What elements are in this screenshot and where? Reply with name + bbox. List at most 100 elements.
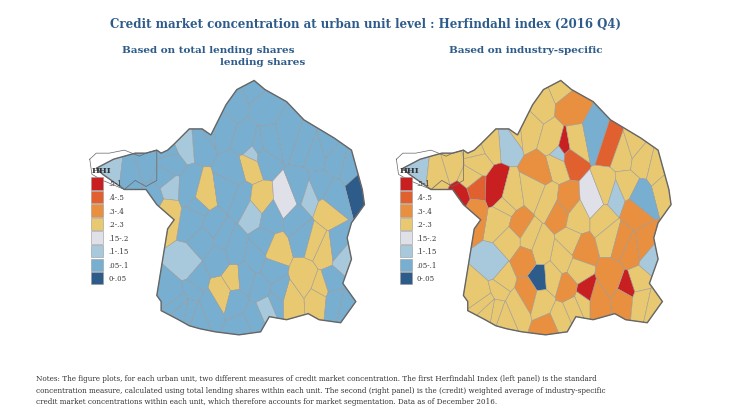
Text: .2-.3: .2-.3 (417, 220, 433, 229)
Text: .15-.2: .15-.2 (108, 234, 128, 242)
Polygon shape (548, 81, 573, 105)
Polygon shape (261, 258, 289, 285)
Text: .5-1: .5-1 (417, 180, 431, 188)
Polygon shape (491, 299, 505, 326)
Text: .1-.15: .1-.15 (108, 247, 128, 256)
Text: .1-.15: .1-.15 (417, 247, 437, 256)
Polygon shape (619, 231, 639, 270)
Polygon shape (464, 264, 491, 309)
Polygon shape (505, 288, 532, 333)
Polygon shape (317, 128, 339, 160)
Polygon shape (155, 144, 179, 160)
Polygon shape (192, 130, 218, 167)
Polygon shape (276, 103, 303, 167)
Polygon shape (259, 200, 283, 234)
Polygon shape (186, 261, 210, 292)
Polygon shape (545, 261, 562, 298)
Polygon shape (174, 130, 194, 166)
Polygon shape (345, 175, 364, 220)
Polygon shape (595, 120, 623, 168)
Polygon shape (230, 117, 257, 157)
Polygon shape (466, 200, 488, 249)
Polygon shape (283, 166, 309, 205)
Polygon shape (259, 124, 284, 164)
Polygon shape (610, 131, 632, 173)
Polygon shape (242, 81, 266, 105)
Polygon shape (518, 150, 552, 185)
Polygon shape (312, 231, 333, 270)
Polygon shape (179, 164, 204, 209)
Polygon shape (531, 290, 556, 321)
Polygon shape (636, 219, 661, 262)
Polygon shape (575, 292, 590, 319)
Polygon shape (340, 148, 358, 187)
Polygon shape (550, 300, 572, 333)
Polygon shape (461, 144, 485, 160)
Polygon shape (272, 170, 297, 219)
Polygon shape (224, 290, 249, 321)
Text: HHI: HHI (91, 166, 111, 175)
Text: Based on industry-specific: Based on industry-specific (449, 46, 602, 55)
Text: .3-.4: .3-.4 (417, 207, 433, 215)
Polygon shape (283, 205, 312, 238)
Text: .4-.5: .4-.5 (417, 193, 433, 202)
Polygon shape (243, 300, 265, 333)
Text: HHI: HHI (400, 166, 420, 175)
Polygon shape (493, 261, 517, 292)
Polygon shape (221, 313, 252, 335)
Polygon shape (545, 155, 570, 185)
Text: Notes: The figure plots, for each urban unit, two different measures of credit m: Notes: The figure plots, for each urban … (36, 374, 606, 405)
Polygon shape (184, 299, 199, 326)
Polygon shape (555, 91, 594, 127)
Polygon shape (481, 130, 501, 166)
Text: 0-.05: 0-.05 (108, 274, 126, 283)
Polygon shape (519, 172, 545, 215)
Polygon shape (134, 151, 158, 185)
Polygon shape (564, 150, 591, 182)
Polygon shape (309, 171, 333, 202)
Polygon shape (150, 166, 176, 189)
Polygon shape (619, 200, 656, 231)
Polygon shape (485, 164, 510, 209)
Polygon shape (202, 206, 228, 239)
Polygon shape (457, 166, 483, 189)
Polygon shape (225, 224, 248, 265)
Polygon shape (590, 205, 619, 238)
Polygon shape (440, 151, 464, 185)
Polygon shape (270, 274, 290, 301)
Polygon shape (214, 216, 236, 251)
Polygon shape (304, 131, 326, 173)
Polygon shape (557, 180, 580, 214)
Polygon shape (583, 103, 610, 167)
Polygon shape (528, 265, 546, 291)
Polygon shape (623, 128, 646, 160)
Polygon shape (566, 200, 590, 234)
Polygon shape (157, 264, 184, 309)
Polygon shape (248, 91, 288, 127)
Polygon shape (301, 180, 318, 218)
Polygon shape (618, 270, 635, 297)
Polygon shape (488, 280, 510, 301)
Polygon shape (238, 201, 262, 235)
Polygon shape (502, 167, 524, 211)
Polygon shape (304, 289, 326, 321)
Polygon shape (545, 201, 569, 235)
Polygon shape (181, 280, 204, 301)
Polygon shape (520, 112, 544, 156)
Polygon shape (515, 276, 537, 315)
Polygon shape (283, 279, 305, 320)
Polygon shape (558, 126, 570, 155)
Polygon shape (238, 261, 256, 298)
Polygon shape (572, 232, 600, 267)
Polygon shape (323, 179, 353, 220)
Polygon shape (520, 216, 542, 251)
Polygon shape (562, 297, 584, 324)
Polygon shape (288, 258, 318, 299)
Polygon shape (243, 238, 266, 274)
Polygon shape (549, 146, 564, 162)
Polygon shape (239, 155, 264, 185)
Text: Based on total lending shares: Based on total lending shares (122, 46, 294, 55)
Polygon shape (639, 244, 658, 277)
Polygon shape (201, 129, 216, 151)
Polygon shape (211, 150, 245, 185)
